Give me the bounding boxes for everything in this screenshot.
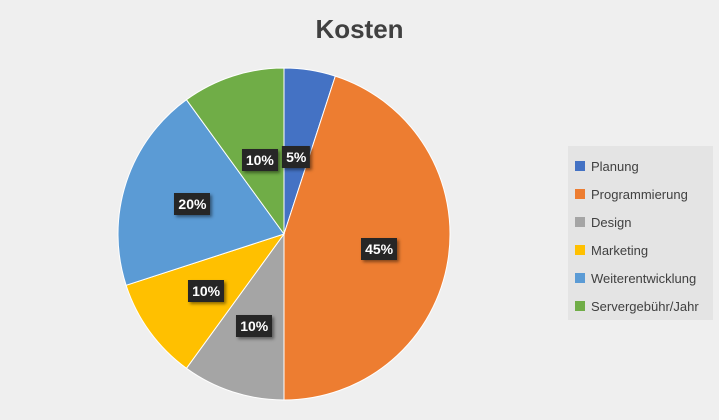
legend-item-design: Design	[575, 208, 713, 236]
legend-item-servergeb-hr-jahr: Servergebühr/Jahr	[575, 292, 713, 320]
legend-swatch	[575, 273, 585, 283]
data-label-servergeb-hr-jahr: 10%	[241, 148, 278, 171]
data-label-planung: 5%	[282, 145, 311, 168]
legend-swatch	[575, 189, 585, 199]
chart-title: Kosten	[315, 14, 404, 44]
legend-swatch	[575, 301, 585, 311]
legend-item-planung: Planung	[575, 152, 713, 180]
legend-label: Design	[591, 214, 632, 230]
data-label-marketing: 10%	[188, 279, 225, 302]
pie-slice-design	[185, 232, 285, 401]
data-label-weiterentwicklung: 20%	[174, 193, 211, 216]
legend: Planung Programmierung Design Marketing Weit…	[568, 146, 713, 320]
legend-label: Servergebühr/Jahr	[591, 298, 699, 314]
legend-label: Programmierung	[591, 186, 688, 202]
legend-label: Planung	[591, 158, 639, 174]
legend-item-programmierung: Programmierung	[575, 180, 713, 208]
data-label-programmierung: 45%	[361, 238, 398, 261]
legend-swatch	[575, 161, 585, 171]
data-label-design: 10%	[236, 314, 273, 337]
legend-item-marketing: Marketing	[575, 236, 713, 264]
legend-swatch	[575, 217, 585, 227]
pie-slice-weiterentwicklung	[117, 99, 285, 286]
pie-slice-servergeb-hr-jahr	[185, 67, 285, 236]
legend-swatch	[575, 245, 585, 255]
legend-label: Weiterentwicklung	[591, 270, 697, 286]
legend-label: Marketing	[591, 242, 649, 258]
legend-item-weiterentwicklung: Weiterentwicklung	[575, 264, 713, 292]
